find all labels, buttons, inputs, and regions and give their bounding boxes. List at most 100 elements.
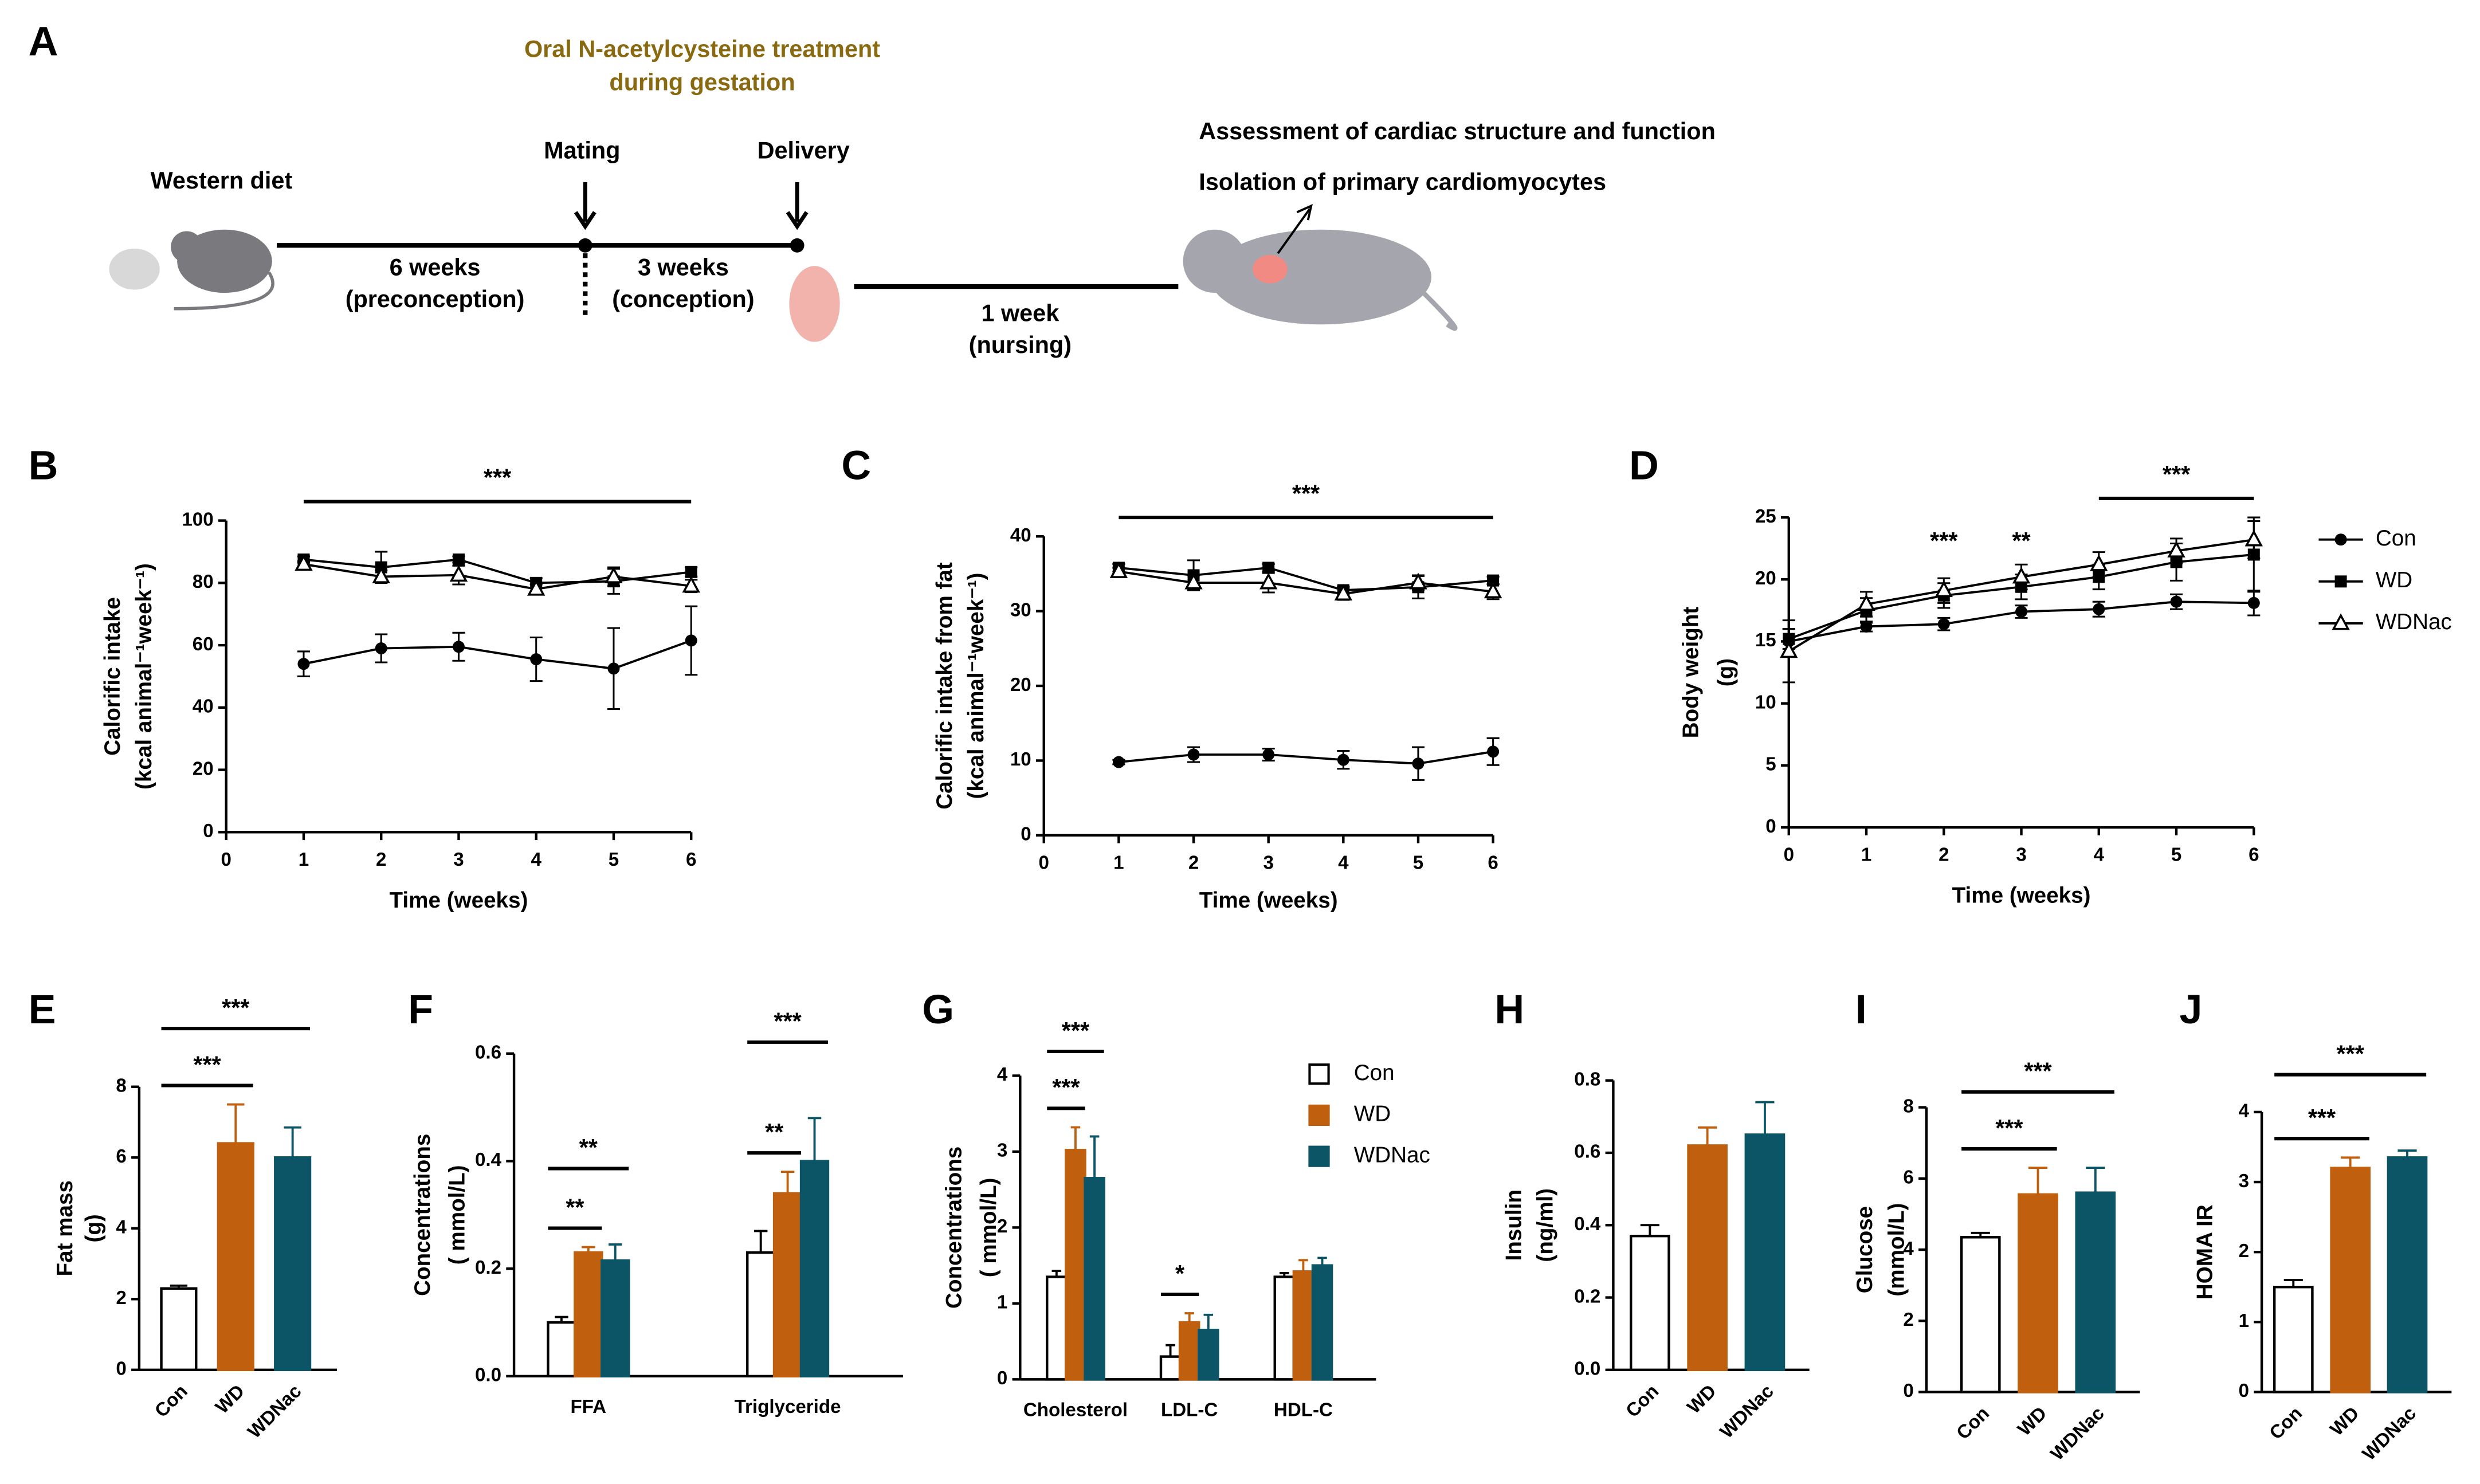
arrow (1277, 203, 1313, 254)
marker (2015, 606, 2028, 618)
significance-label: *** (222, 995, 250, 1021)
error-bar (2283, 1279, 2303, 1287)
y-tick-label: 5 (1765, 754, 1776, 775)
significance-label: *** (1062, 1018, 1090, 1044)
period-label: (nursing) (969, 332, 1072, 358)
panel-letter: G (922, 987, 954, 1032)
marker (1409, 572, 1427, 590)
y-tick-label: 100 (182, 509, 213, 530)
y-tick-label: 4 (2239, 1101, 2250, 1122)
y-axis-label: (kcal animal⁻¹week⁻¹) (964, 573, 988, 799)
y-tick-label: 0.4 (475, 1149, 502, 1171)
marker (372, 566, 390, 583)
marker (682, 576, 700, 593)
y-tick-label: 15 (1755, 630, 1776, 651)
x-tick-label: Triglyceride (735, 1396, 841, 1418)
mouse-tail (174, 271, 274, 311)
period-label: 1 week (981, 300, 1060, 327)
y-tick-label: 3 (2239, 1171, 2249, 1192)
x-tick-label: 3 (453, 849, 464, 870)
marker (1934, 580, 1953, 598)
legend-label: WDNac (2376, 610, 2452, 634)
x-tick-label: 4 (2094, 844, 2105, 865)
marker (2012, 567, 2031, 584)
y-axis-label: Glucose (1853, 1206, 1877, 1293)
marker (1484, 582, 1502, 599)
significance-label: ** (566, 1194, 584, 1220)
error-bar (2086, 1167, 2105, 1193)
significance-label: ** (2012, 528, 2031, 554)
significance-label: *** (1995, 1115, 2023, 1141)
error-bar (608, 1243, 622, 1261)
diet-label: Western diet (151, 167, 293, 194)
panel-letter: I (1855, 987, 1867, 1032)
error-bar (1184, 1312, 1194, 1322)
legend-swatch (1308, 1063, 1330, 1085)
y-tick-label: 0.2 (475, 1257, 501, 1278)
significance-label: *** (774, 1008, 802, 1035)
y-axis-label: Concentrations (410, 1134, 435, 1296)
series-line (1119, 566, 1493, 592)
x-tick-label: Cholesterol (1023, 1399, 1128, 1420)
y-axis-label: (kcal animal⁻¹week⁻¹) (132, 563, 156, 790)
marker (685, 634, 697, 647)
panel-letter: D (1629, 442, 1659, 488)
error-bar (1203, 1313, 1214, 1330)
error-bar (780, 1171, 795, 1194)
arrow (574, 182, 597, 230)
y-tick-label: 0.0 (475, 1365, 501, 1386)
y-tick-label: 40 (1010, 525, 1031, 546)
bar (2273, 1286, 2314, 1393)
marker (1262, 562, 1275, 574)
error-bar (1971, 1231, 1990, 1238)
marker (1487, 745, 1500, 758)
panel-letter: J (2180, 987, 2203, 1032)
x-tick-label: 3 (2016, 844, 2026, 865)
x-tick-label: 5 (1413, 852, 1423, 873)
marker (1109, 561, 1128, 578)
series-line (303, 563, 692, 591)
error-bar (754, 1230, 768, 1253)
y-tick-label: 0.0 (1574, 1359, 1600, 1380)
marker (452, 641, 465, 653)
y-axis-label: Insulin (1501, 1189, 1526, 1261)
x-tick-label: 2 (1939, 844, 1949, 865)
marker (1937, 618, 1950, 630)
legend-label: WD (1354, 1102, 1391, 1126)
y-axis-label: (g) (81, 1214, 106, 1242)
error-bar (227, 1103, 245, 1144)
marker (452, 553, 465, 566)
treatment-label: Oral N-acetylcysteine treatment (524, 36, 880, 62)
legend-marker (2334, 533, 2347, 546)
legend-marker (2332, 613, 2350, 630)
x-axis-label: Time (weeks) (1952, 884, 2091, 908)
marker (2247, 596, 2260, 609)
mouse-icon (171, 231, 203, 263)
mouse-icon (1183, 229, 1247, 293)
marker (605, 566, 623, 583)
marker (2244, 529, 2263, 547)
y-tick-label: 20 (1010, 674, 1031, 696)
significance-label: *** (1052, 1074, 1080, 1101)
bar (601, 1259, 630, 1378)
marker (2093, 603, 2105, 615)
error-bar (2028, 1167, 2048, 1195)
significance-label: *** (2024, 1058, 2052, 1085)
y-tick-label: 2 (1903, 1309, 1913, 1330)
mouse-tail (1422, 291, 1458, 331)
timeline-dot (578, 238, 592, 253)
marker (607, 662, 620, 675)
bar (772, 1192, 803, 1378)
series-line (1119, 750, 1493, 765)
marker (685, 566, 697, 578)
bar (1311, 1264, 1333, 1381)
delivery-label: Delivery (758, 137, 850, 163)
significance-label: *** (2336, 1041, 2364, 1067)
significance-label: *** (1930, 528, 1958, 554)
error-bar (1698, 1126, 1717, 1146)
y-tick-label: 4 (116, 1217, 127, 1238)
y-axis-label: Fat mass (53, 1180, 77, 1276)
y-tick-label: 0.8 (1574, 1069, 1600, 1090)
y-tick-label: 0 (1765, 816, 1776, 837)
marker (1780, 641, 1798, 658)
